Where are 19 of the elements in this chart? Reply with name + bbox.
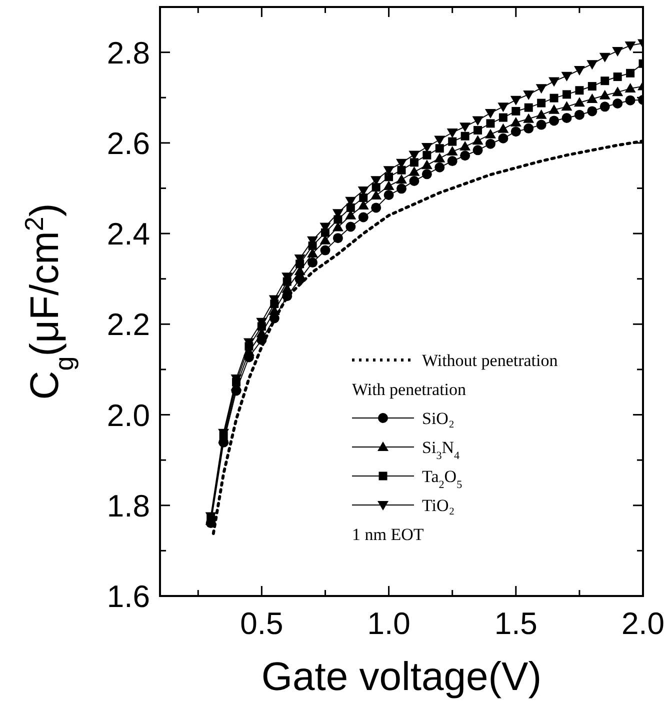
y-tick-label: 2.4 [106, 216, 150, 252]
x-tick-label: 2.0 [621, 606, 665, 641]
y-tick-label: 2.2 [106, 307, 150, 342]
y-tick-label: 1.6 [106, 579, 150, 614]
legend-label: Without penetration [422, 351, 558, 370]
y-tick-label: 2.8 [106, 35, 150, 70]
x-tick-label: 1.5 [494, 606, 538, 641]
y-tick-label: 1.8 [106, 488, 150, 524]
annotation: 1 nm EOT [352, 525, 424, 544]
legend-title: With penetration [352, 380, 467, 399]
legend-label: TiO₂ [422, 496, 455, 515]
y-tick-label: 2.6 [106, 126, 150, 161]
legend-label: SiO₂ [422, 409, 454, 428]
x-tick-label: 1.0 [367, 606, 410, 641]
y-tick-label: 2.0 [106, 398, 150, 433]
x-axis-title: Gate voltage(V) [261, 655, 542, 699]
x-tick-label: 0.5 [240, 606, 284, 641]
legend-label: Si$_{3}$N$_{4}$ [422, 438, 460, 462]
legend-label: Ta$_{2}$O$_{5}$ [422, 467, 463, 491]
